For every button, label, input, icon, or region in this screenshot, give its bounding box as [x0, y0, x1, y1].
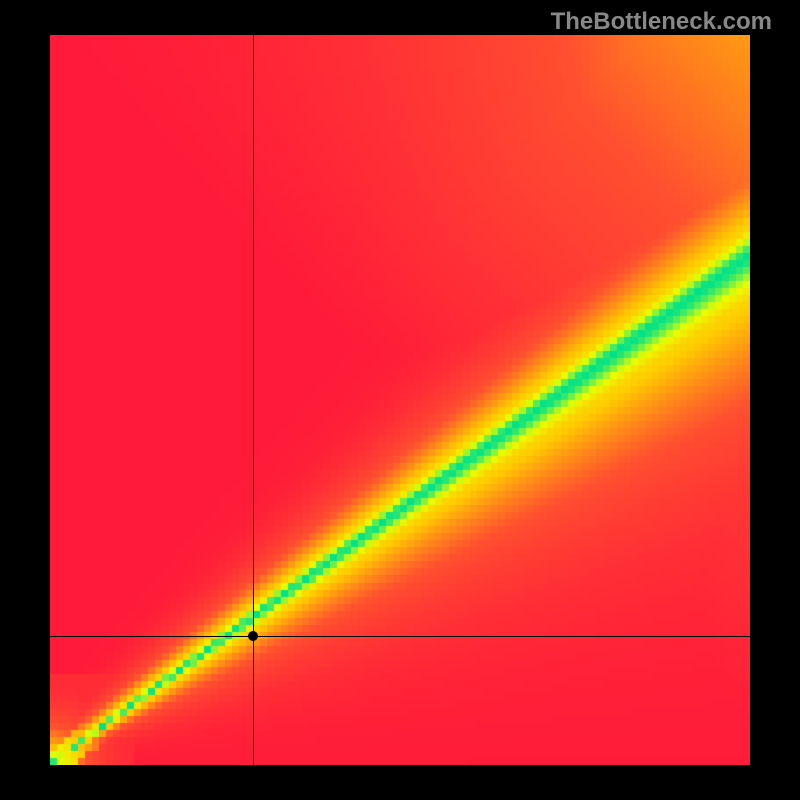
crosshair-vertical [253, 35, 254, 765]
crosshair-horizontal [50, 636, 750, 637]
crosshair-marker [248, 631, 258, 641]
chart-container: TheBottleneck.com [0, 0, 800, 800]
plot-area [50, 35, 750, 765]
heatmap-canvas [50, 35, 750, 765]
watermark-text: TheBottleneck.com [551, 8, 772, 36]
